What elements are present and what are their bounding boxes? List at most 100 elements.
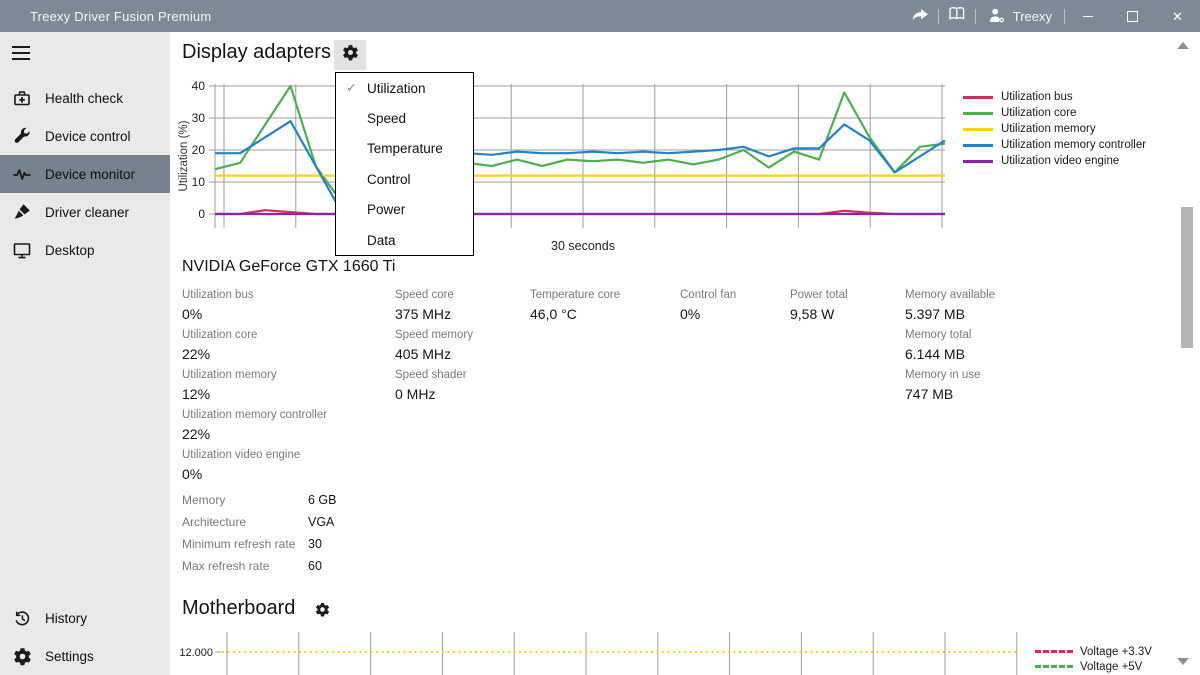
close-button[interactable]: ✕ [1155,0,1200,32]
titlebar-separator [1064,8,1065,24]
sidebar-item-label: History [45,610,88,626]
menu-item-control[interactable]: Control [336,164,473,194]
legend-item: Utilization core [963,105,1146,121]
menu-item-temperature[interactable]: Temperature [336,134,473,164]
property-label: Minimum refresh rate [182,537,296,551]
svg-text:30: 30 [192,111,206,125]
menu-item-label: Temperature [367,141,443,157]
menu-item-label: Speed [367,111,407,127]
legend-swatch [1035,650,1073,653]
menu-item-label: Data [367,232,396,248]
motherboard-settings-button[interactable] [313,602,331,622]
sidebar-item-health-check[interactable]: Health check [0,79,170,117]
sidebar-item-settings[interactable]: Settings [0,637,170,675]
legend-item: Utilization bus [963,89,1146,105]
display-adapters-settings-button[interactable] [334,40,366,70]
stat-label: Memory available [905,289,996,301]
gear-icon [315,602,330,622]
stat-value: 46,0 °C [530,306,577,322]
svg-text:10: 10 [192,175,206,189]
titlebar-separator [974,8,976,24]
legend-swatch [1035,665,1073,668]
section-title-display-adapters: Display adapters [182,41,331,63]
svg-text:Utilization (%): Utilization (%) [178,120,190,191]
gpu-name: NVIDIA GeForce GTX 1660 Ti [182,258,396,275]
stat-pair: Control fan 0% [680,287,736,327]
scrollbar-thumb[interactable] [1181,207,1193,348]
stat-pair: Power total 9,58 W [790,287,848,327]
property-value: 60 [308,559,322,573]
stat-pair: Utilization bus 0% [182,287,327,327]
svg-text:12.000: 12.000 [179,647,213,659]
utilization-chart: 0 10 20 30 40 Utilization (%) 30 seconds [178,79,946,253]
svg-text:20: 20 [192,143,206,157]
share-button[interactable] [902,0,938,32]
scrollbar-up-arrow[interactable] [1177,42,1189,49]
stat-pair: Memory available 5.397 MB [905,287,995,327]
menu-item-utilization[interactable]: ✓ Utilization [336,73,473,103]
sidebar-item-label: Settings [45,648,94,664]
monitor-icon [12,240,32,260]
sidebar-item-history[interactable]: History [0,599,170,637]
stat-pair: Speed core 375 MHz [395,287,473,327]
checkmark-icon: ✓ [346,80,357,96]
legend-swatch [963,127,993,131]
sidebar-item-device-control[interactable]: Device control [0,117,170,155]
close-icon: ✕ [1172,8,1183,24]
stat-label: Utilization video engine [182,449,301,461]
stat-column: Speed core 375 MHz Speed memory 405 MHz Spee… [395,287,473,407]
legend-label: Utilization core [1001,107,1077,119]
legend-label: Utilization video engine [1001,155,1120,167]
titlebar: Treexy Driver Fusion Premium [0,0,1200,32]
stat-pair: Speed shader 0 MHz [395,367,473,407]
property-row: Memory 6 GB [182,489,337,511]
stat-value: 6.144 MB [905,346,965,362]
minimize-button[interactable] [1065,0,1110,32]
stat-pair: Utilization video engine 0% [182,447,327,487]
legend-item: Utilization memory controller [963,137,1146,153]
legend-item: Utilization video engine [963,153,1146,169]
stat-label: Speed shader [395,369,467,381]
stat-value: 0% [680,306,701,322]
property-value: 6 GB [308,493,337,507]
property-value: VGA [308,515,335,529]
stat-label: Power total [790,289,848,301]
sidebar-item-desktop[interactable]: Desktop [0,231,170,269]
stat-label: Memory in use [905,369,981,381]
stat-label: Utilization core [182,329,258,341]
titlebar-separator [937,8,939,24]
stat-pair: Speed memory 405 MHz [395,327,473,367]
sidebar-item-device-monitor[interactable]: Device monitor [0,155,170,193]
menu-item-data[interactable]: Data [336,225,473,255]
property-value: 30 [308,537,322,551]
property-label: Architecture [182,515,247,529]
stat-value: 747 MB [905,386,954,402]
wrench-icon [12,126,32,146]
menu-item-speed[interactable]: Speed [336,103,473,133]
svg-text:40: 40 [192,79,206,93]
stat-pair: Temperature core 46,0 °C [530,287,620,327]
maximize-button[interactable] [1110,0,1155,32]
stat-label: Speed core [395,289,454,301]
menu-toggle-button[interactable] [0,37,170,69]
account-name: Treexy [1012,8,1052,24]
stat-column: Utilization bus 0% Utilization core 22% Util… [182,287,327,487]
menu-item-power[interactable]: Power [336,195,473,225]
property-label: Memory [182,493,226,507]
legend-swatch [963,95,993,99]
stat-column: Temperature core 46,0 °C [530,287,620,327]
sidebar-item-driver-cleaner[interactable]: Driver cleaner [0,193,170,231]
account-button[interactable]: Treexy [976,0,1064,32]
stat-label: Memory total [905,329,972,341]
hamburger-icon [12,46,30,60]
share-icon [910,4,930,29]
guide-button[interactable] [939,0,975,32]
stat-label: Utilization bus [182,289,254,301]
book-icon [947,4,967,28]
legend-label: Voltage +3.3V [1080,645,1152,658]
brush-icon [12,202,32,222]
pulse-icon [12,164,32,184]
stat-value: 405 MHz [395,346,452,362]
scrollbar-down-arrow[interactable] [1177,658,1189,665]
property-row: Minimum refresh rate 30 [182,533,337,555]
